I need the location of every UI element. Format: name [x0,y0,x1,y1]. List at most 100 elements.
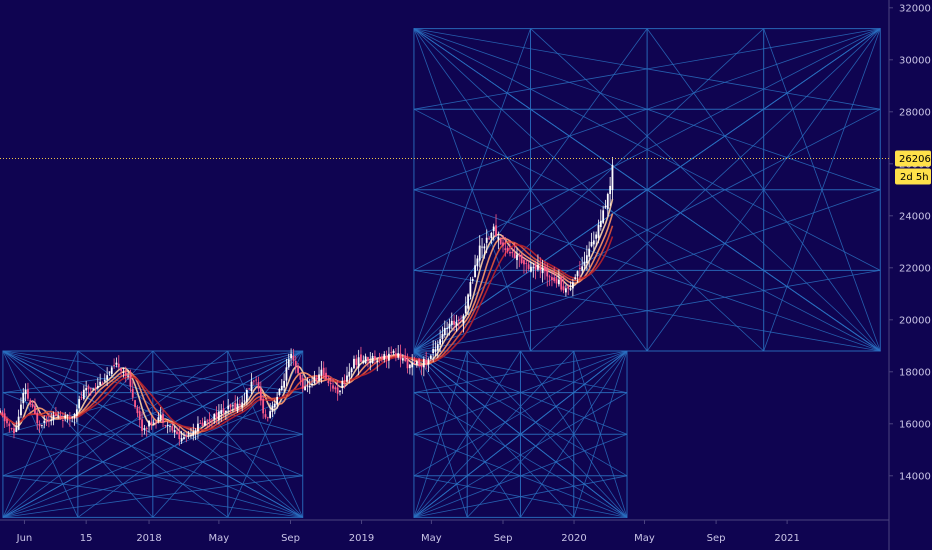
candle-body [276,396,279,405]
candle-body [122,371,125,373]
candle-body [78,399,81,409]
candle-body [397,353,400,358]
gann-box-1-fan-line [413,350,628,393]
candle-body [82,389,85,399]
candle-body [6,418,8,424]
candle-body [138,411,141,420]
candle-body [43,420,46,423]
candle-body [481,246,483,248]
candle-body [562,286,565,291]
candle-body [243,400,246,402]
candle-body [371,355,374,363]
candle-body [315,377,318,380]
candle-body [152,422,155,424]
candle-body [443,327,446,336]
candle-body [113,365,116,367]
candle-body [294,361,297,367]
candle-body [48,419,50,422]
candle-body [551,277,553,280]
candle-body [488,238,490,240]
candle-body [141,419,143,431]
candle-body [145,427,148,429]
candle-body [602,210,605,223]
candle-body [241,402,244,408]
gann-box-2-fan-line [413,189,881,352]
countdown-badge [895,168,931,185]
candle-body [541,267,544,274]
gann-box-2-fan-line [530,28,881,352]
candle-body [187,433,190,435]
candle-body [360,354,362,362]
candle-body [581,266,584,271]
gann-box-0-fan-line [152,350,304,518]
candle-body [220,410,223,415]
candle-body [283,381,286,388]
candle-body [204,420,206,426]
candle-body [178,432,181,440]
candle-body [346,375,348,382]
time-tick-label: Sep [707,533,726,544]
candle-body [236,403,239,412]
gann-box-0-fan-line [2,350,303,393]
candle-body [199,423,202,424]
candle-body [485,237,488,243]
candle-body [211,420,213,422]
candle-body [553,277,556,282]
gann-box-1-fan-line [413,350,575,518]
candle-body [234,402,237,410]
candle-body [208,419,211,421]
candle-body [420,365,423,368]
candle-body [588,248,591,257]
candle-body [502,242,504,246]
candle-body [504,248,507,251]
candle-body [450,320,453,325]
candle-body [313,376,316,384]
candle-body [50,419,53,421]
candle-body [439,339,442,345]
candle-body [476,258,479,267]
candle-body [334,387,337,390]
candle-body [434,349,437,352]
candle-body [509,251,511,254]
price-tick-label: 20000 [899,315,931,326]
last-price-value: 26206 [899,154,931,165]
candle-body [57,415,60,417]
candle-body [183,437,185,440]
candle-body [353,358,355,369]
candle-body [36,412,39,424]
candle-body [404,355,407,361]
candle-body [574,277,577,280]
candle-body [585,255,588,264]
price-tick-label: 28000 [899,107,931,118]
time-tick-label: 2020 [561,533,586,544]
candle-body [131,388,134,398]
gann-box-1-fan-line [520,350,628,518]
candle-body [546,268,549,277]
candle-body [10,428,13,429]
candle-body [171,426,174,431]
candle-body [34,406,36,414]
gann-box-0-fan-line [2,350,303,477]
candle-body [499,239,502,245]
time-tick-label: 2021 [774,533,799,544]
candle-body [394,353,397,356]
candle-body [357,357,360,368]
gann-box-0-fan-line [2,392,303,518]
candle-body [455,322,458,326]
candle-body [539,266,542,270]
candle-body [415,361,418,365]
candle-body [52,414,55,420]
gann-box-2-fan-line [413,270,881,352]
candle-body [534,264,537,270]
candle-body [194,430,197,434]
time-axis[interactable]: Jun 15 2018 May Sep 2019 May Sep 2020 May Sep 2021 [16,520,800,544]
candle-body [355,358,358,365]
candle-body [115,362,118,365]
candle-body [411,362,414,368]
gann-box-0-fan-line [2,350,79,518]
candle-body [31,404,34,407]
candle-body [390,352,393,353]
candle-body [567,286,570,289]
candle-body [388,353,390,361]
